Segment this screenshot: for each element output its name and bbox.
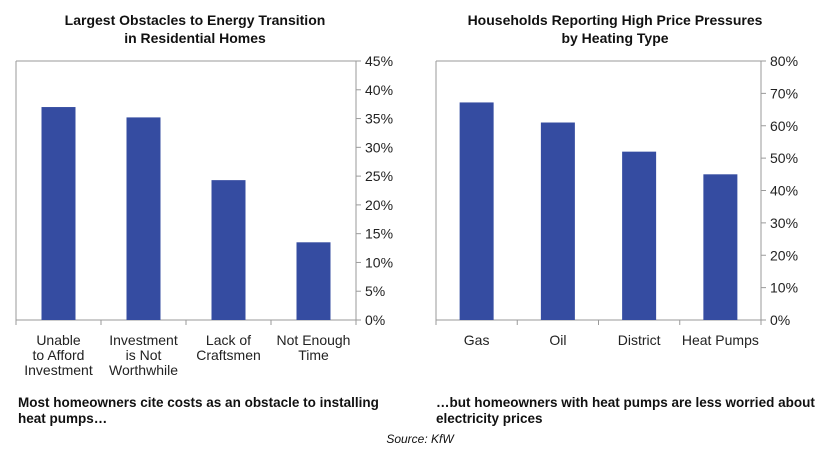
right-chart-title-line1: Households Reporting High Price Pressure…: [467, 12, 763, 28]
right-category-label-line: Heat Pumps: [682, 332, 759, 348]
right-y-tick-label: 10%: [770, 280, 798, 296]
right-y-tick-label: 40%: [770, 183, 798, 199]
right-bar-chart: 0% 10% 20% 30% 40% 50% 60% 70% 80% Gas Oil District…: [435, 53, 798, 348]
left-y-tick-label: 15%: [365, 226, 393, 242]
right-bar: [459, 102, 494, 320]
left-category-label-line: Worthwhile: [109, 362, 178, 378]
right-category-label: Oil: [549, 332, 566, 348]
left-y-tick-label: 30%: [365, 139, 393, 155]
left-bar: [126, 117, 161, 320]
left-category-label-line: Time: [298, 347, 329, 363]
left-category-label-line: Not Enough: [277, 332, 351, 348]
right-chart-caption: …but homeowners with heat pumps are less…: [436, 395, 815, 426]
left-bar: [41, 107, 76, 320]
left-category-label-line: Investment: [109, 332, 178, 348]
right-y-tick-label: 60%: [770, 118, 798, 134]
right-chart-title-line2: by Heating Type: [561, 30, 669, 46]
source-note: Source: KfW: [386, 432, 454, 446]
left-y-tick-label: 0%: [365, 312, 385, 328]
right-category-label-line: Oil: [549, 332, 566, 348]
right-category-label: Gas: [464, 332, 490, 348]
right-category-label-line: District: [618, 332, 661, 348]
right-y-tick-label: 70%: [770, 85, 798, 101]
left-category-label: Lack of Craftsmen: [196, 332, 261, 363]
left-category-label-line: Investment: [24, 362, 93, 378]
right-bar: [703, 174, 738, 320]
left-y-tick-label: 40%: [365, 82, 393, 98]
left-category-label: Investment is Not Worthwhile: [109, 332, 178, 378]
right-category-label: Heat Pumps: [682, 332, 759, 348]
right-y-tick-label: 50%: [770, 150, 798, 166]
left-y-tick-label: 35%: [365, 111, 393, 127]
left-chart-title: Largest Obstacles to Energy Transition i…: [20, 11, 370, 47]
right-category-label-line: Gas: [464, 332, 490, 348]
left-chart-caption: Most homeowners cite costs as an obstacl…: [18, 395, 379, 426]
left-bar: [211, 180, 246, 320]
right-chart-title: Households Reporting High Price Pressure…: [440, 11, 790, 47]
left-category-label-line: Unable: [36, 332, 81, 348]
left-category-label-line: to Afford: [33, 347, 85, 363]
left-chart-title-line2: in Residential Homes: [124, 30, 266, 46]
right-y-tick-label: 20%: [770, 247, 798, 263]
right-bar: [622, 151, 657, 320]
left-category-label: Unable to Afford Investment: [24, 332, 93, 378]
right-category-label: District: [618, 332, 661, 348]
right-y-tick-label: 0%: [770, 312, 790, 328]
left-y-tick-label: 20%: [365, 197, 393, 213]
left-y-tick-label: 10%: [365, 254, 393, 270]
left-bar: [296, 242, 331, 320]
left-category-label-line: is Not: [126, 347, 162, 363]
left-y-tick-label: 45%: [365, 53, 393, 69]
left-y-tick-label: 5%: [365, 283, 385, 299]
left-category-label-line: Craftsmen: [196, 347, 261, 363]
left-category-label: Not Enough Time: [277, 332, 351, 363]
left-bar-chart: 0% 5% 10% 15% 20% 25% 30% 35% 40% 45% Unable to Aff…: [15, 53, 393, 378]
left-y-tick-label: 25%: [365, 168, 393, 184]
left-chart-title-line1: Largest Obstacles to Energy Transition: [64, 12, 326, 28]
left-category-label-line: Lack of: [206, 332, 251, 348]
right-y-tick-label: 80%: [770, 53, 798, 69]
right-y-tick-label: 30%: [770, 215, 798, 231]
right-bar: [540, 122, 575, 320]
